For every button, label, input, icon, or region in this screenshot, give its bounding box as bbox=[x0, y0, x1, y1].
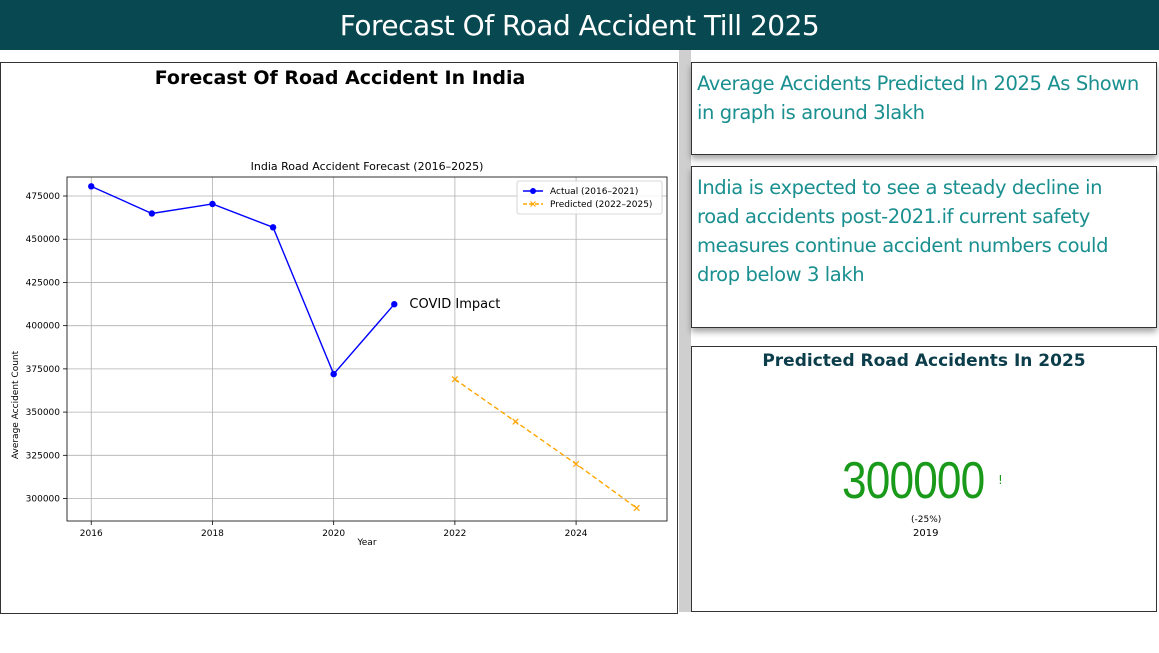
legend-marker bbox=[530, 201, 536, 207]
dashboard-title: Forecast Of Road Accident Till 2025 bbox=[339, 8, 820, 42]
legend-marker bbox=[530, 188, 536, 194]
series-0-point bbox=[88, 183, 95, 190]
kpi-reference-year: 2019 bbox=[913, 528, 939, 539]
y-tick-label: 450000 bbox=[26, 235, 61, 245]
y-tick-label: 475000 bbox=[26, 192, 61, 202]
x-axis-label: Year bbox=[356, 538, 376, 548]
legend-box bbox=[516, 180, 663, 215]
legend: Actual (2016–2021) Predicted (2022–2025) bbox=[516, 180, 663, 215]
series-lines bbox=[88, 183, 640, 512]
y-axis-label: Average Accident Count bbox=[11, 350, 21, 459]
series-1-line bbox=[454, 378, 638, 509]
series-0-line bbox=[90, 185, 395, 376]
y-tick-label: 425000 bbox=[26, 278, 61, 288]
kpi-title: Predicted Road Accidents In 2025 bbox=[762, 351, 1086, 371]
grid-lines bbox=[67, 177, 667, 521]
y-tick-label: 350000 bbox=[26, 408, 61, 418]
dashboard-header: Forecast Of Road Accident Till 2025 bbox=[0, 0, 1159, 50]
x-tick-label: 2022 bbox=[443, 529, 466, 539]
x-tick-label: 2016 bbox=[80, 529, 103, 539]
legend-label: Actual (2016–2021) bbox=[550, 187, 638, 197]
axis-ticks: 2016 2018 2020 2022 2024 300000 325000 350000 37… bbox=[26, 192, 588, 539]
series-0-point bbox=[209, 200, 216, 208]
kpi-value: 300000 bbox=[842, 452, 985, 510]
annotations: COVID Impact bbox=[409, 297, 500, 312]
insight-card-average-text: Average Accidents Predicted In 2025 As S… bbox=[697, 72, 1139, 124]
insight-card-average: Average Accidents Predicted In 2025 As S… bbox=[691, 62, 1157, 155]
insight-card-trend: India is expected to see a steady declin… bbox=[691, 166, 1157, 328]
insight-card-trend-text: India is expected to see a steady declin… bbox=[697, 176, 1109, 286]
y-tick-label: 300000 bbox=[26, 495, 61, 505]
kpi-status-mark: ! bbox=[998, 473, 1003, 487]
series-0-point bbox=[148, 210, 156, 217]
x-tick-label: 2020 bbox=[322, 529, 345, 539]
annotation-text: COVID Impact bbox=[409, 297, 500, 312]
series-1-point bbox=[633, 504, 640, 512]
kpi-delta: (-25%) bbox=[911, 515, 942, 525]
series-0-point bbox=[269, 224, 277, 231]
chart-title: India Road Accident Forecast (2016–2025) bbox=[251, 160, 484, 173]
series-1-point bbox=[512, 418, 519, 425]
y-tick-label: 325000 bbox=[26, 451, 61, 461]
x-tick-label: 2018 bbox=[201, 529, 224, 539]
forecast-line-chart: India Road Accident Forecast (2016–2025)… bbox=[11, 160, 668, 548]
x-tick-label: 2024 bbox=[565, 529, 588, 539]
series-0-point bbox=[391, 301, 398, 308]
chart-panel: Forecast Of Road Accident In India India… bbox=[0, 62, 678, 614]
kpi-card: Predicted Road Accidents In 2025 300000 … bbox=[691, 346, 1157, 612]
legend-label: Predicted (2022–2025) bbox=[550, 200, 652, 210]
chart-panel-title: Forecast Of Road Accident In India bbox=[154, 67, 526, 89]
series-1-point bbox=[572, 460, 580, 468]
plot-frame bbox=[66, 176, 668, 522]
y-tick-label: 400000 bbox=[26, 322, 61, 332]
panel-divider bbox=[679, 50, 691, 612]
series-1-point bbox=[451, 376, 459, 383]
series-0-point bbox=[330, 370, 337, 378]
y-tick-label: 375000 bbox=[26, 365, 61, 375]
